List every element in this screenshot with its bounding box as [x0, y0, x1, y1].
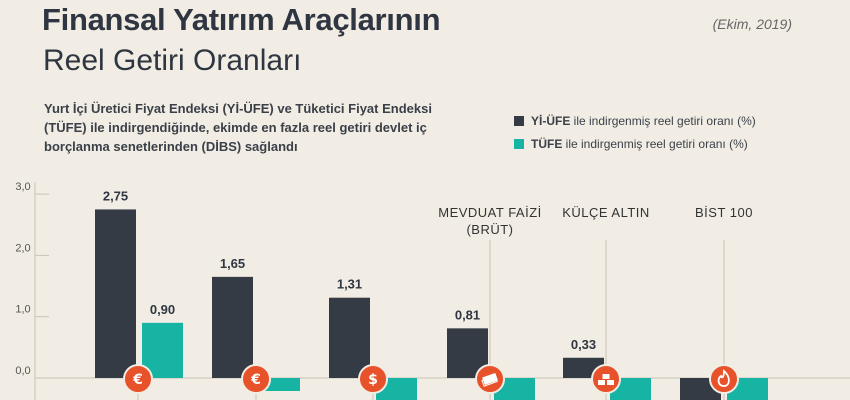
description: Yurt İçi Üretici Fiyat Endeksi (Yİ-ÜFE) … — [44, 99, 474, 156]
data-label-yi-ufe: 1,31 — [337, 277, 362, 292]
banknote-glyph — [481, 375, 498, 387]
data-label-yi-ufe: 1,65 — [220, 256, 245, 271]
legend-item-tufe: TÜFE ile indirgenmiş reel getiri oranı (… — [514, 137, 748, 151]
legend-key: TÜFE — [531, 137, 563, 151]
fire-icon — [709, 364, 739, 394]
y-tick-label: 0,0 — [15, 365, 30, 377]
legend-text: ile indirgenmiş reel getiri oranı (%) — [562, 137, 748, 151]
euro-icon-glyph: € — [250, 372, 261, 388]
euro-icon — [123, 364, 153, 394]
chart-subtitle: Reel Getiri Oranları — [43, 44, 302, 77]
gold-bar-glyph — [607, 380, 614, 385]
data-label-tufe: 0,90 — [150, 302, 175, 317]
euro-icon — [241, 364, 271, 394]
data-label-yi-ufe: 0,33 — [571, 337, 596, 352]
category-label: (BRÜT) — [466, 222, 513, 237]
data-label-yi-ufe: 2,75 — [103, 188, 128, 203]
category-label: MEVDUAT FAİZİ — [438, 205, 542, 220]
dollar-icon-glyph: $ — [368, 372, 378, 388]
legend-swatch — [514, 139, 524, 149]
legend-text: ile indirgenmiş reel getiri oranı (%) — [570, 114, 756, 128]
fire-glyph — [717, 369, 730, 387]
category-label: BİST 100 — [695, 205, 753, 220]
y-tick-label: 1,0 — [15, 304, 30, 316]
euro-icon-glyph: € — [132, 372, 143, 388]
chart-title: Finansal Yatırım Araçlarının — [42, 2, 441, 37]
description-line: borçlanma senetlerinden (DİBS) sağlandı — [44, 139, 298, 154]
dollar-icon — [358, 364, 388, 394]
legend-swatch — [514, 116, 524, 126]
bar-yi-ufe — [329, 297, 370, 378]
bar-yi-ufe — [212, 276, 253, 378]
category-label: KÜLÇE ALTIN — [562, 205, 650, 220]
gold-bar-glyph — [598, 380, 605, 385]
date-label: (Ekim, 2019) — [712, 16, 792, 32]
legend-key: Yİ-ÜFE — [531, 114, 571, 128]
y-tick-label: 2,0 — [15, 242, 30, 254]
description-line: Yurt İçi Üretici Fiyat Endeksi (Yİ-ÜFE) … — [44, 101, 432, 116]
legend-item-yi-ufe: Yİ-ÜFE ile indirgenmiş reel getiri oranı… — [514, 114, 756, 128]
gold-bar-glyph — [602, 374, 610, 379]
data-label-yi-ufe: 0,81 — [455, 307, 480, 322]
y-tick-label: 3,0 — [15, 181, 30, 193]
description-line: (TÜFE) ile indirgendiğinde, ekimde en fa… — [44, 120, 427, 135]
bar-yi-ufe — [95, 209, 136, 378]
